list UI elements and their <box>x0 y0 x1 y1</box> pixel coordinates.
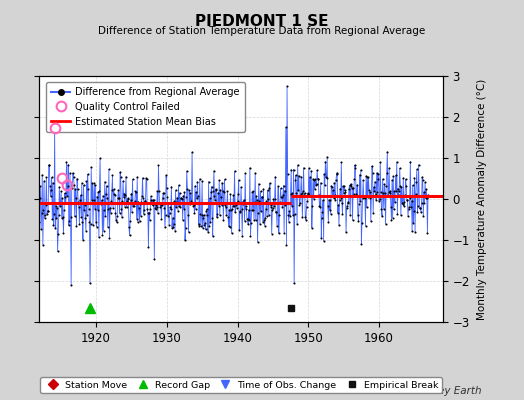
Legend: Difference from Regional Average, Quality Control Failed, Estimated Station Mean: Difference from Regional Average, Qualit… <box>46 82 245 132</box>
Legend: Station Move, Record Gap, Time of Obs. Change, Empirical Break: Station Move, Record Gap, Time of Obs. C… <box>40 377 442 393</box>
Text: Difference of Station Temperature Data from Regional Average: Difference of Station Temperature Data f… <box>99 26 425 36</box>
Y-axis label: Monthly Temperature Anomaly Difference (°C): Monthly Temperature Anomaly Difference (… <box>477 78 487 320</box>
Text: Berkeley Earth: Berkeley Earth <box>406 386 482 396</box>
Text: PIEDMONT 1 SE: PIEDMONT 1 SE <box>195 14 329 29</box>
